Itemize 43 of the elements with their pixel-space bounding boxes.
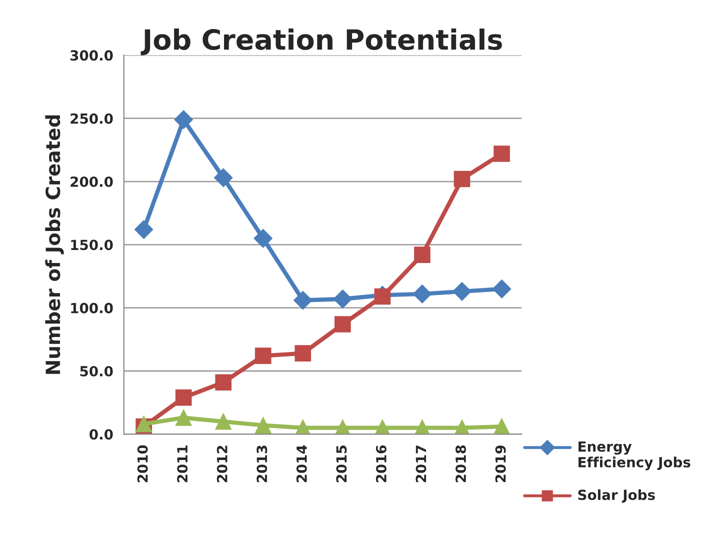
x-tick-label: 2012 [216, 446, 228, 482]
point [494, 418, 510, 434]
x-tick-label: 2017 [416, 446, 426, 482]
point [254, 417, 272, 434]
chart-title: Job Creation Potentials [140, 28, 502, 56]
x-tick-label: 2011 [177, 446, 188, 482]
x-tick-label: 2010 [137, 445, 148, 482]
x-tick-label: 2019 [495, 445, 506, 482]
point [334, 316, 351, 332]
legend-label: Solar Jobs [578, 489, 655, 503]
y-tick-label: 150.0 [71, 240, 113, 250]
point [294, 290, 312, 310]
point [452, 282, 472, 301]
point [333, 290, 352, 308]
y-tick-label: 100.0 [71, 302, 113, 314]
y-tick-label: 200.0 [70, 176, 113, 187]
x-tick-label: 2018 [456, 445, 466, 482]
point [215, 374, 232, 391]
point [294, 345, 312, 362]
y-tick-label: 0.0 [90, 429, 113, 440]
point [254, 229, 272, 248]
point [174, 110, 193, 129]
legend-label: Energy Efficiency Jobs [578, 441, 690, 470]
y-tick-label: 250.0 [70, 113, 113, 124]
y-tick-label: 300.0 [70, 50, 113, 61]
x-tick-label: 2016 [376, 445, 386, 482]
point [175, 410, 192, 426]
point [254, 348, 272, 364]
y-tick-label: 50.0 [80, 366, 113, 376]
point [374, 288, 391, 305]
point [492, 280, 512, 298]
point [454, 170, 470, 188]
point [215, 413, 232, 430]
point [175, 389, 192, 406]
x-tick-label: 2014 [296, 445, 307, 482]
y-axis-title: Number of Jobs Created [45, 115, 64, 374]
point [412, 284, 432, 304]
point [134, 220, 154, 239]
x-tick-label: 2013 [256, 446, 268, 482]
point [414, 246, 430, 263]
point [494, 146, 510, 162]
x-tick-label: 2015 [336, 446, 347, 482]
point [214, 168, 233, 188]
